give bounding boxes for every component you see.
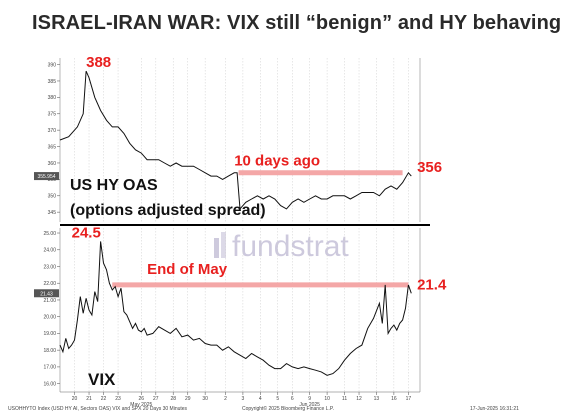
x-tick-label: 10 xyxy=(324,396,330,402)
x-tick-label: 23 xyxy=(115,396,121,402)
x-tick-label: 11 xyxy=(342,396,347,402)
y-tick-label: 25.00 xyxy=(43,231,56,237)
last-value-tag: 21.43 xyxy=(40,291,53,297)
x-tick-label: 30 xyxy=(202,396,208,402)
series-label: VIX xyxy=(88,370,116,389)
series-line xyxy=(59,241,412,376)
y-tick-label: 21.00 xyxy=(43,298,56,304)
last-value-tag-bg xyxy=(34,172,59,181)
y-tick-label: 20.00 xyxy=(43,314,56,320)
footer-copyright: Copyright© 2025 Bloomberg Finance L.P. xyxy=(242,406,334,412)
x-tick-label: 4 xyxy=(259,396,262,402)
y-tick-label: 385 xyxy=(48,79,57,85)
watermark-text: fundstrat xyxy=(232,230,349,263)
x-tick-label: 13 xyxy=(374,396,380,402)
y-tick-label: 23.00 xyxy=(43,264,56,270)
x-tick-label: 3 xyxy=(242,396,245,402)
callout-label: End of May xyxy=(147,261,228,278)
x-tick-label: 12 xyxy=(356,396,362,402)
x-tick-label: 22 xyxy=(101,396,107,402)
y-tick-label: 345 xyxy=(48,210,57,216)
x-tick-label: 6 xyxy=(291,396,294,402)
y-tick-label: 390 xyxy=(48,62,57,68)
callout-label: 21.4 xyxy=(417,276,447,293)
footer-timestamp: 17-Jun-2025 16:31:21 xyxy=(470,406,519,412)
series-label: US HY OAS xyxy=(70,177,158,194)
y-tick-label: 355 xyxy=(48,177,57,183)
footer-source: USOHHYTO Index (USD HY AI, Sectors OAS) … xyxy=(8,406,188,412)
callout-label: 10 days ago xyxy=(234,153,320,170)
series-label: (options adjusted spread) xyxy=(70,202,266,219)
y-tick-label: 16.00 xyxy=(43,381,56,387)
y-tick-label: 370 xyxy=(48,128,57,134)
y-tick-label: 17.00 xyxy=(43,365,56,371)
x-tick-label: 5 xyxy=(276,396,279,402)
y-tick-label: 24.00 xyxy=(43,248,56,254)
y-tick-label: 22.00 xyxy=(43,281,56,287)
y-tick-label: 350 xyxy=(48,194,57,200)
x-tick-label: 2 xyxy=(224,396,227,402)
page-title: ISRAEL-IRAN WAR: VIX still “benign” and … xyxy=(32,12,562,34)
x-month-label: May 2025 xyxy=(130,402,152,408)
x-tick-label: 29 xyxy=(185,396,191,402)
x-tick-label: 9 xyxy=(308,396,311,402)
callout-label: 388 xyxy=(86,54,111,71)
callout-label: 356 xyxy=(417,159,442,176)
last-value-tag: 355.954 xyxy=(37,174,55,180)
x-tick-label: 17 xyxy=(406,396,412,402)
watermark-logo-bar xyxy=(221,232,226,258)
y-tick-label: 380 xyxy=(48,95,57,101)
x-tick-label: 20 xyxy=(72,396,78,402)
last-value-tag-bg xyxy=(34,289,59,298)
y-tick-label: 19.00 xyxy=(43,331,56,337)
y-tick-label: 360 xyxy=(48,161,57,167)
fundstrat-watermark: fundstrat xyxy=(214,230,349,263)
y-tick-label: 375 xyxy=(48,112,57,118)
x-tick-label: 16 xyxy=(391,396,397,402)
x-tick-label: 21 xyxy=(86,396,92,402)
x-tick-label: 28 xyxy=(170,396,176,402)
y-tick-label: 365 xyxy=(48,144,57,150)
x-month-label: Jun 2025 xyxy=(299,402,320,408)
x-tick-label: 27 xyxy=(153,396,159,402)
callout-label: 24.5 xyxy=(72,224,101,241)
x-tick-label: 26 xyxy=(139,396,145,402)
series-line xyxy=(59,70,412,211)
watermark-logo-bar xyxy=(214,238,219,258)
y-tick-label: 18.00 xyxy=(43,348,56,354)
